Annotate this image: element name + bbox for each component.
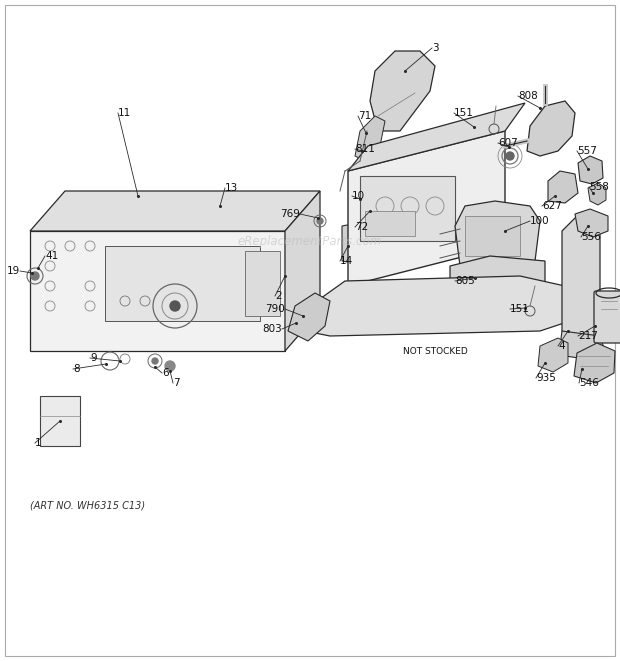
Polygon shape: [575, 209, 608, 237]
Text: 556: 556: [581, 232, 601, 242]
Bar: [105, 246, 260, 321]
Text: 803: 803: [262, 324, 282, 334]
Polygon shape: [355, 116, 385, 161]
FancyBboxPatch shape: [594, 291, 620, 343]
Circle shape: [317, 218, 323, 224]
Text: 9: 9: [90, 353, 97, 363]
Polygon shape: [370, 51, 435, 131]
Text: 935: 935: [536, 373, 556, 383]
Text: 217: 217: [578, 331, 598, 341]
Polygon shape: [455, 201, 540, 273]
Text: 1: 1: [35, 438, 42, 448]
Text: 11: 11: [118, 108, 131, 118]
Text: (ART NO. WH6315 C13): (ART NO. WH6315 C13): [30, 501, 145, 511]
Polygon shape: [285, 191, 320, 351]
Circle shape: [363, 127, 371, 135]
Circle shape: [506, 152, 514, 160]
Text: 805: 805: [455, 276, 475, 286]
Polygon shape: [348, 103, 525, 171]
Text: 3: 3: [432, 43, 438, 53]
Text: 546: 546: [579, 378, 599, 388]
Text: 151: 151: [454, 108, 474, 118]
Text: 72: 72: [355, 222, 368, 232]
Text: 8: 8: [73, 364, 79, 374]
Polygon shape: [574, 343, 615, 383]
Circle shape: [165, 361, 175, 371]
Text: 100: 100: [530, 216, 549, 226]
Bar: [40, 396, 80, 446]
Polygon shape: [348, 131, 505, 286]
Text: 790: 790: [265, 304, 285, 314]
Text: 607: 607: [498, 138, 518, 148]
Text: 558: 558: [589, 182, 609, 192]
Text: 811: 811: [355, 144, 375, 154]
Text: 557: 557: [577, 146, 597, 156]
Bar: [360, 176, 455, 241]
Polygon shape: [527, 101, 575, 156]
Text: 14: 14: [340, 256, 353, 266]
Polygon shape: [560, 331, 605, 361]
Circle shape: [152, 358, 158, 364]
Bar: [365, 211, 415, 236]
Polygon shape: [30, 191, 320, 231]
Text: 4: 4: [558, 341, 565, 351]
Polygon shape: [342, 221, 375, 266]
Bar: [465, 216, 520, 256]
Text: 151: 151: [510, 304, 530, 314]
Text: NOT STOCKED: NOT STOCKED: [402, 346, 467, 356]
Text: 71: 71: [358, 111, 371, 121]
Text: 41: 41: [45, 251, 58, 261]
Text: 13: 13: [225, 183, 238, 193]
Bar: [352, 207, 372, 217]
Text: 808: 808: [518, 91, 538, 101]
Circle shape: [170, 301, 180, 311]
Bar: [245, 251, 280, 316]
Text: 2: 2: [275, 291, 281, 301]
Polygon shape: [578, 156, 603, 184]
Text: 627: 627: [542, 201, 562, 211]
Text: 19: 19: [7, 266, 20, 276]
Circle shape: [31, 272, 39, 280]
Polygon shape: [288, 293, 330, 341]
Polygon shape: [305, 276, 575, 336]
Text: 10: 10: [352, 191, 365, 201]
Bar: [348, 186, 376, 221]
Polygon shape: [588, 183, 606, 205]
Text: eReplacementParts.com: eReplacementParts.com: [238, 235, 382, 247]
Text: 6: 6: [162, 368, 169, 378]
Polygon shape: [562, 213, 600, 341]
Polygon shape: [30, 231, 285, 351]
Polygon shape: [450, 256, 545, 299]
Polygon shape: [538, 338, 568, 372]
Text: 769: 769: [280, 209, 300, 219]
Text: 7: 7: [173, 378, 180, 388]
Polygon shape: [548, 171, 578, 203]
